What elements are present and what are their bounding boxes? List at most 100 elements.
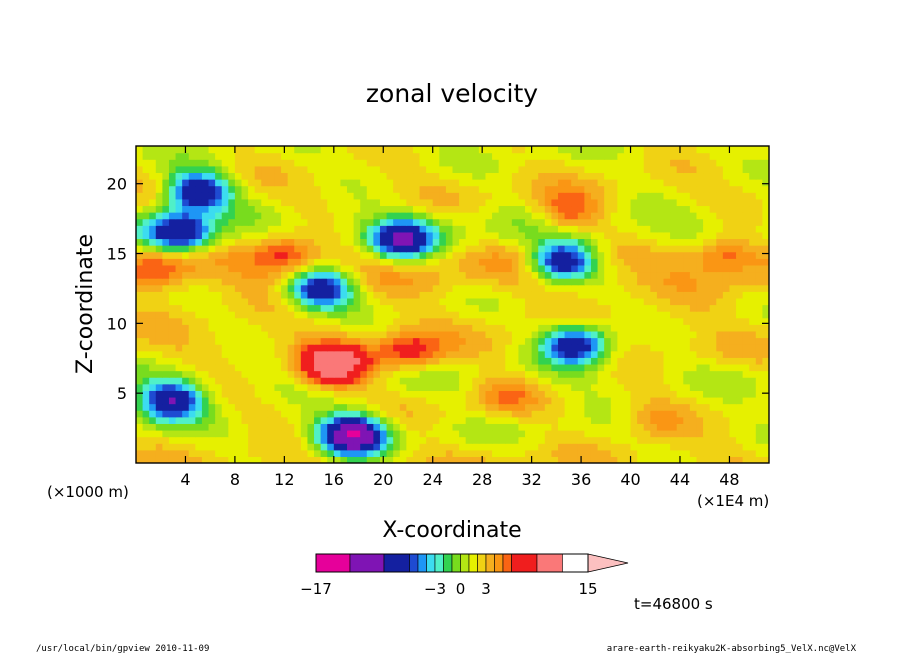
heatmap-cell xyxy=(597,212,605,220)
heatmap-cell xyxy=(426,304,434,312)
heatmap-cell xyxy=(663,410,671,418)
heatmap-cell xyxy=(234,198,243,207)
heatmap-cell xyxy=(498,165,506,174)
heatmap-cell xyxy=(617,212,625,220)
heatmap-cell xyxy=(195,370,203,378)
heatmap-cell xyxy=(478,205,487,213)
heatmap-cell xyxy=(617,350,625,358)
heatmap-cell xyxy=(340,284,348,292)
heatmap-cell xyxy=(505,330,513,339)
heatmap-cell xyxy=(241,231,249,240)
heatmap-cell xyxy=(261,251,269,259)
heatmap-cell xyxy=(333,390,341,398)
heatmap-cell xyxy=(703,449,711,457)
heatmap-cell xyxy=(340,436,348,444)
heatmap-cell xyxy=(406,278,414,286)
heatmap-cell xyxy=(498,317,506,325)
heatmap-cell xyxy=(155,291,163,299)
heatmap-cell xyxy=(459,324,467,332)
heatmap-cell xyxy=(531,423,539,431)
heatmap-cell xyxy=(155,416,163,424)
heatmap-cell xyxy=(525,192,533,200)
heatmap-cell xyxy=(617,416,625,424)
heatmap-cell xyxy=(234,363,243,372)
heatmap-cell xyxy=(320,429,328,438)
heatmap-cell xyxy=(241,198,249,207)
heatmap-cell xyxy=(287,245,295,253)
heatmap-cell xyxy=(314,159,322,167)
heatmap-cell xyxy=(373,390,381,398)
heatmap-cell xyxy=(538,377,546,385)
heatmap-cell xyxy=(538,251,546,259)
heatmap-cell xyxy=(670,423,678,431)
heatmap-cell xyxy=(485,198,493,207)
heatmap-cell xyxy=(722,278,731,286)
heatmap-cell xyxy=(142,245,150,253)
heatmap-cell xyxy=(485,311,493,319)
heatmap-cell xyxy=(709,198,717,207)
heatmap-cell xyxy=(399,172,407,180)
heatmap-cell xyxy=(558,324,566,332)
heatmap-cell xyxy=(518,383,526,391)
heatmap-cell xyxy=(261,324,269,332)
heatmap-cell xyxy=(459,238,467,246)
heatmap-cell xyxy=(195,429,203,438)
heatmap-cell xyxy=(716,423,724,431)
heatmap-cell xyxy=(188,238,196,246)
heatmap-cell xyxy=(551,324,559,332)
heatmap-cell xyxy=(155,370,163,378)
heatmap-cell xyxy=(399,231,407,240)
heatmap-cell xyxy=(492,245,500,253)
heatmap-cell xyxy=(564,264,572,273)
heatmap-cell xyxy=(393,225,401,233)
heatmap-cell xyxy=(162,264,170,273)
heatmap-cell xyxy=(577,258,585,266)
heatmap-cell xyxy=(168,357,177,365)
heatmap-cell xyxy=(498,363,506,372)
heatmap-cell xyxy=(538,396,546,405)
heatmap-cell xyxy=(558,212,566,220)
heatmap-cell xyxy=(538,324,546,332)
heatmap-cell xyxy=(498,205,506,213)
heatmap-cell xyxy=(340,192,348,200)
heatmap-cell xyxy=(175,324,183,332)
heatmap-cell xyxy=(643,192,651,200)
heatmap-cell xyxy=(525,456,533,463)
heatmap-cell xyxy=(399,258,407,266)
heatmap-cell xyxy=(584,225,592,233)
heatmap-cell xyxy=(498,264,506,273)
heatmap-cell xyxy=(379,363,388,372)
heatmap-cell xyxy=(294,357,302,365)
heatmap-cell xyxy=(452,152,460,160)
heatmap-cell xyxy=(676,416,684,424)
heatmap-cell xyxy=(366,258,374,266)
heatmap-cell xyxy=(564,436,572,444)
heatmap-cell xyxy=(175,245,183,253)
heatmap-cell xyxy=(439,179,447,187)
heatmap-cell xyxy=(551,396,559,405)
heatmap-cell xyxy=(208,423,216,431)
heatmap-cell xyxy=(551,317,559,325)
heatmap-cell xyxy=(663,423,671,431)
heatmap-cell xyxy=(373,456,381,463)
heatmap-cell xyxy=(439,304,447,312)
heatmap-cell xyxy=(525,152,533,160)
heatmap-cell xyxy=(287,377,295,385)
heatmap-cell xyxy=(742,436,750,444)
heatmap-cell xyxy=(716,370,724,378)
heatmap-cell xyxy=(162,377,170,385)
heatmap-cell xyxy=(558,198,566,207)
heatmap-cell xyxy=(195,449,203,457)
heatmap-cell xyxy=(136,304,144,312)
heatmap-cell xyxy=(360,304,368,312)
heatmap-cell xyxy=(663,165,671,174)
heatmap-cell xyxy=(729,291,737,299)
heatmap-cell xyxy=(558,192,566,200)
heatmap-cell xyxy=(248,291,256,299)
heatmap-cell xyxy=(142,377,150,385)
heatmap-cell xyxy=(432,317,440,325)
heatmap-cell xyxy=(228,218,236,226)
heatmap-cell xyxy=(360,198,368,207)
heatmap-cell xyxy=(742,449,750,457)
heatmap-cell xyxy=(373,396,381,405)
